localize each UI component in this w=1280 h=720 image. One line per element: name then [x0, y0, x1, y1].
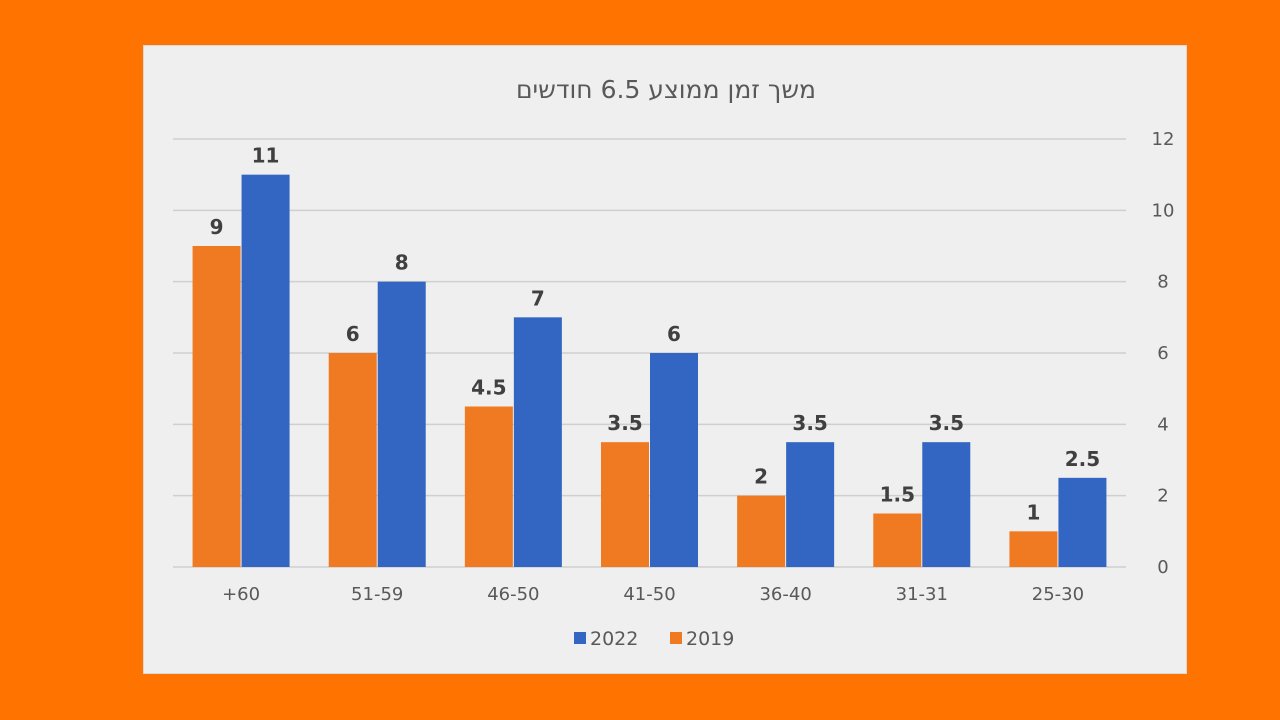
chart-title: משך זמן ממוצע 6.5 חודשים [516, 75, 816, 104]
data-label: 6 [667, 322, 681, 346]
data-label: 6 [346, 322, 360, 346]
x-tick-label: 25-30 [1032, 584, 1084, 605]
legend-label-2019: 2019 [686, 628, 734, 650]
data-label: 3.5 [607, 411, 642, 435]
bar-2019 [328, 353, 377, 567]
data-label: 4.5 [471, 376, 506, 400]
x-tick-label: 51-59 [351, 584, 403, 605]
bar-2019 [192, 246, 241, 567]
x-tick-label: 46-50 [487, 584, 539, 605]
y-tick-label: 12 [1152, 129, 1175, 150]
bar-2019 [737, 495, 786, 567]
legend: 2022 2019 [574, 628, 734, 650]
y-tick-label: 0 [1157, 557, 1168, 578]
bar-2022 [650, 353, 698, 567]
legend-swatch-2019 [670, 632, 682, 644]
bar-2022 [241, 174, 290, 567]
y-tick-label: 4 [1157, 414, 1168, 435]
legend-label-2022: 2022 [590, 628, 638, 650]
data-label: 3.5 [792, 411, 827, 435]
bar-2022 [1058, 477, 1107, 567]
y-tick-label: 6 [1157, 343, 1168, 364]
data-label: 1.5 [880, 483, 915, 507]
y-tick-label: 10 [1152, 200, 1175, 221]
x-tick-label: 36-40 [759, 584, 811, 605]
bars [192, 174, 1107, 567]
x-tick-label: +60 [222, 584, 260, 605]
data-label: 1 [1026, 500, 1040, 524]
data-label: 2 [754, 465, 768, 489]
data-label: 7 [531, 286, 545, 310]
y-tick-label: 8 [1157, 272, 1168, 293]
bar-2022 [377, 281, 426, 567]
y-axis-ticks: 0 2 4 6 8 10 12 [1152, 129, 1175, 578]
bar-2022 [513, 317, 562, 567]
x-tick-label: 31-31 [896, 584, 948, 605]
data-label: 9 [210, 215, 224, 239]
gridlines [173, 138, 1126, 568]
bar-2019 [601, 442, 649, 567]
chart-panel: משך זמן ממוצע 6.5 חודשים 0 2 4 6 8 10 12 9 11 6 8… [143, 45, 1187, 674]
y-tick-label: 2 [1157, 486, 1168, 507]
data-label: 2.5 [1065, 447, 1100, 471]
x-axis-ticks: +60 51-59 46-50 41-50 36-40 31-31 25-30 [222, 584, 1084, 605]
data-label: 3.5 [929, 411, 964, 435]
bar-2022 [786, 442, 835, 567]
bar-2019 [1009, 531, 1058, 567]
data-label: 11 [252, 144, 280, 168]
data-labels: 9 11 6 8 4.5 7 3.5 6 2 3.5 1.5 3.5 1 2.5 [210, 144, 1101, 525]
legend-swatch-2022 [574, 632, 586, 644]
bar-2019 [464, 406, 513, 567]
data-label: 8 [395, 251, 409, 275]
bar-2019 [873, 513, 922, 567]
bar-2022 [922, 442, 971, 567]
x-tick-label: 41-50 [623, 584, 675, 605]
